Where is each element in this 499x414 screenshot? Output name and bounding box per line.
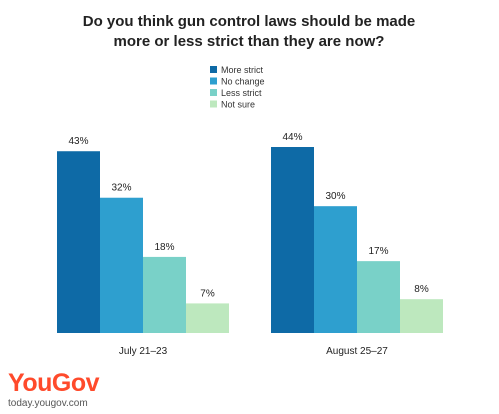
bar-1-1 (314, 206, 357, 333)
category-label-1: August 25–27 (326, 346, 388, 357)
legend-label-3: Not sure (221, 100, 255, 110)
value-label-1-0: 44% (282, 132, 302, 143)
bar-0-1 (100, 197, 143, 333)
value-labels: 43% 32% 18% 7% 44% 30% 17% 8% (68, 132, 428, 299)
value-label-0-2: 18% (154, 242, 174, 253)
legend-label-1: No change (221, 77, 265, 87)
bar-1-2 (357, 261, 400, 333)
bar-0-3 (186, 303, 229, 333)
value-label-0-3: 7% (200, 288, 215, 299)
legend-swatch-1 (210, 77, 217, 85)
chart-title-line-2: more or less strict than they are now? (114, 33, 385, 50)
yougov-url: today.yougov.com (8, 398, 88, 409)
bar-0-0 (57, 151, 100, 333)
value-label-0-1: 32% (111, 183, 131, 194)
legend-swatch-3 (210, 100, 217, 108)
bar-1-3 (400, 299, 443, 333)
value-label-0-0: 43% (68, 136, 88, 147)
legend-label-2: Less strict (221, 88, 262, 98)
bars (57, 147, 443, 333)
bar-0-2 (143, 256, 186, 333)
bar-1-0 (271, 147, 314, 333)
yougov-logo: YouGov (8, 369, 100, 397)
legend-swatch-2 (210, 89, 217, 96)
value-label-1-2: 17% (368, 246, 388, 257)
legend-swatch-0 (210, 66, 217, 73)
category-label-0: July 21–23 (119, 346, 168, 357)
value-label-1-3: 8% (414, 284, 429, 295)
chart-title-line-1: Do you think gun control laws should be … (83, 13, 416, 30)
category-labels: July 21–23 August 25–27 (119, 346, 388, 357)
legend-label-0: More strict (221, 65, 264, 75)
value-label-1-1: 30% (325, 191, 345, 202)
